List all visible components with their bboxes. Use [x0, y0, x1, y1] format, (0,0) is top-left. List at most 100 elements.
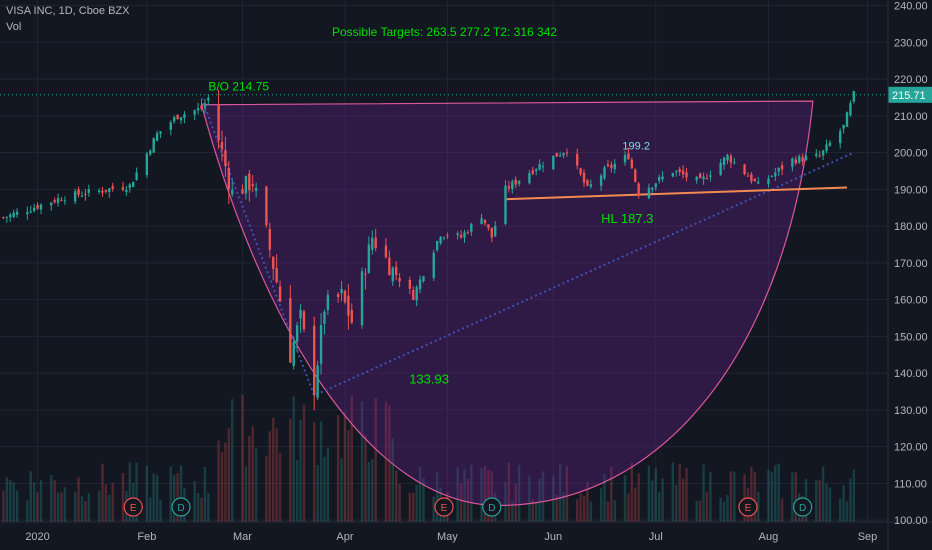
candle-body	[196, 108, 200, 111]
candle-body	[821, 150, 825, 156]
price-tick-label: 240.00	[894, 1, 928, 13]
candle-body	[121, 187, 125, 190]
volume-bar	[729, 471, 733, 522]
volume-bar	[435, 471, 439, 522]
candle-body	[678, 169, 681, 172]
last-price-label: 215.71	[892, 90, 926, 102]
time-tick-label: 2020	[25, 531, 49, 543]
candle-body	[791, 158, 794, 167]
dividend-marker	[171, 497, 191, 517]
candle-body	[9, 214, 12, 218]
candle-body	[439, 236, 442, 244]
candle-body	[278, 286, 282, 302]
symbol-title: VISA INC, 1D, Cboe BZX	[6, 5, 130, 17]
volume-bar	[794, 472, 797, 522]
price-tick-label: 130.00	[894, 405, 928, 417]
candle-body	[135, 172, 138, 180]
volume-bar	[671, 462, 675, 522]
possible-targets-text: Possible Targets: 263.5 277.2 T2: 316 34…	[332, 25, 558, 39]
volume-bar	[456, 467, 459, 522]
volume-bar	[685, 468, 688, 522]
volume-bar	[319, 421, 323, 522]
candle-body	[531, 170, 534, 174]
volume-bar	[391, 438, 394, 522]
volume-bar	[108, 494, 111, 522]
volume-bar	[418, 466, 422, 522]
candle-body	[149, 150, 152, 155]
volume-bar	[268, 431, 272, 522]
volume-bar	[367, 461, 371, 522]
volume-bar	[555, 494, 558, 522]
volume-bar	[517, 464, 521, 522]
volume-bar	[104, 484, 108, 522]
volume-bar	[224, 442, 227, 522]
candle-body	[767, 178, 770, 185]
candle-body	[507, 186, 511, 189]
candle-body	[241, 189, 244, 194]
candle-body	[159, 131, 162, 134]
candle-body	[681, 170, 685, 175]
volume-bar	[5, 477, 9, 522]
candle-body	[651, 187, 654, 190]
volume-bar	[722, 501, 726, 522]
candle-body	[347, 295, 350, 316]
volume-bar	[657, 491, 661, 522]
volume-bar	[87, 493, 90, 522]
candle-body	[838, 131, 842, 144]
volume-bar	[347, 430, 350, 522]
volume-bar	[220, 452, 224, 522]
candle-body	[336, 294, 340, 297]
volume-bar	[374, 397, 377, 522]
annotation-label: 199.2	[622, 140, 650, 152]
candle-body	[39, 204, 43, 210]
volume-bar	[254, 448, 258, 522]
candle-body	[798, 156, 801, 163]
price-tick-label: 160.00	[894, 295, 928, 307]
candle-body	[698, 173, 702, 179]
volume-bar	[207, 493, 210, 522]
candle-body	[654, 183, 657, 188]
volume-bar	[623, 475, 627, 522]
volume-bar	[169, 466, 172, 522]
price-tick-label: 230.00	[894, 37, 928, 49]
volume-bar	[463, 469, 466, 522]
volume-bar	[757, 491, 760, 522]
candle-body	[603, 167, 606, 179]
volume-bar	[101, 463, 104, 522]
earnings-marker	[434, 497, 454, 517]
candle-body	[818, 155, 821, 157]
price-tick-label: 110.00	[894, 478, 927, 490]
volume-bar	[97, 491, 101, 522]
volume-bar	[825, 483, 828, 522]
volume-bar	[647, 465, 651, 522]
volume-bar	[651, 480, 654, 522]
candle-body	[647, 187, 651, 199]
volume-bar	[753, 472, 756, 522]
volume-bar	[251, 426, 254, 522]
volume-bar	[849, 478, 852, 522]
volume-bar	[852, 469, 856, 522]
price-tick-label: 170.00	[894, 258, 928, 270]
volume-bar	[292, 396, 295, 522]
candle-body	[193, 110, 196, 115]
volume-bar	[316, 464, 319, 522]
candle-body	[32, 207, 36, 212]
candle-body	[132, 181, 135, 188]
volume-bar	[172, 474, 176, 522]
volume-bar	[695, 500, 698, 522]
volume-bar	[80, 496, 84, 522]
candle-body	[384, 245, 388, 258]
volume-bar	[9, 480, 12, 522]
candle-body	[313, 325, 316, 396]
candle-body	[203, 103, 207, 108]
volume-bar	[415, 484, 418, 522]
volume-bar	[603, 474, 606, 522]
volume-bar	[504, 481, 507, 522]
volume-bar	[815, 480, 818, 522]
candle-body	[589, 184, 593, 187]
candle-body	[794, 159, 797, 164]
candle-body	[179, 117, 183, 121]
volume-bar	[514, 483, 517, 522]
